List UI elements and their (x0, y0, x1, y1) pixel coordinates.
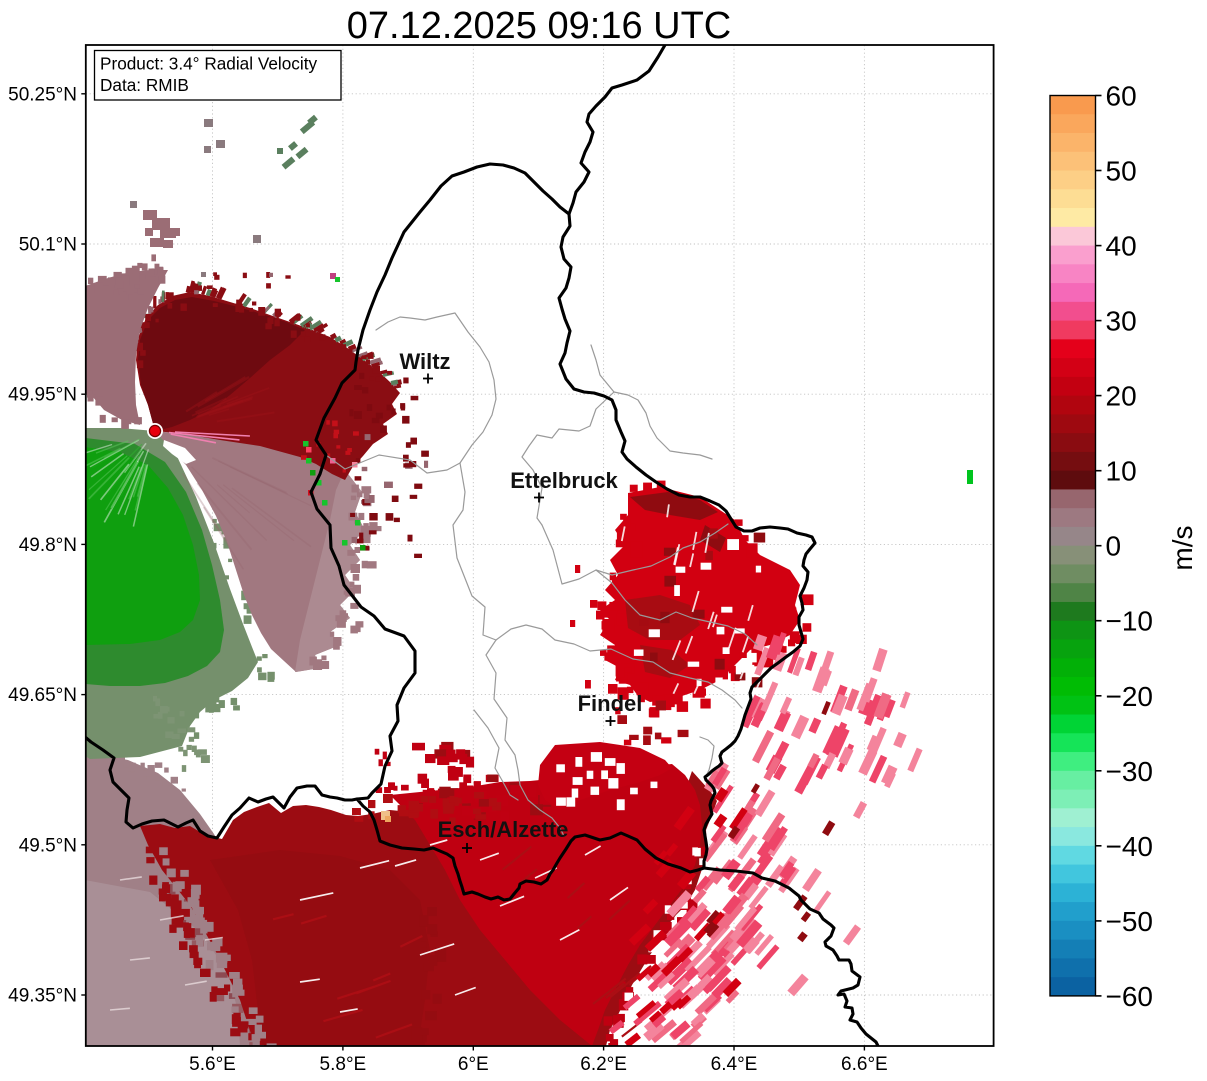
svg-text:Findel: Findel (578, 691, 643, 716)
svg-text:5.6°E: 5.6°E (189, 1054, 236, 1075)
svg-text:50: 50 (1106, 156, 1137, 187)
svg-text:49.8°N: 49.8°N (19, 535, 77, 556)
svg-text:10: 10 (1106, 456, 1137, 487)
svg-text:6.6°E: 6.6°E (841, 1054, 888, 1075)
svg-text:−20: −20 (1106, 681, 1154, 712)
svg-text:Wiltz: Wiltz (399, 349, 450, 374)
svg-text:−30: −30 (1106, 756, 1154, 787)
svg-text:5.8°E: 5.8°E (320, 1054, 367, 1075)
svg-text:−50: −50 (1106, 906, 1154, 937)
svg-text:6°E: 6°E (458, 1054, 489, 1075)
svg-text:Product: 3.4° Radial Velocity: Product: 3.4° Radial Velocity (100, 54, 317, 74)
svg-text:0: 0 (1106, 531, 1122, 562)
svg-text:m/s: m/s (1167, 525, 1198, 570)
svg-text:50.25°N: 50.25°N (8, 84, 77, 105)
svg-text:20: 20 (1106, 381, 1137, 412)
svg-text:Esch/Alzette: Esch/Alzette (438, 817, 569, 842)
svg-text:−60: −60 (1106, 981, 1154, 1012)
svg-text:60: 60 (1106, 81, 1137, 112)
svg-text:50.1°N: 50.1°N (19, 235, 77, 256)
svg-text:07.12.2025 09:16 UTC: 07.12.2025 09:16 UTC (347, 5, 732, 47)
svg-text:49.95°N: 49.95°N (8, 385, 77, 406)
svg-text:49.35°N: 49.35°N (8, 986, 77, 1007)
svg-text:−10: −10 (1106, 606, 1154, 637)
svg-text:49.5°N: 49.5°N (19, 835, 77, 856)
svg-text:40: 40 (1106, 231, 1137, 262)
svg-text:−40: −40 (1106, 831, 1154, 862)
svg-text:49.65°N: 49.65°N (8, 685, 77, 706)
svg-text:6.2°E: 6.2°E (580, 1054, 627, 1075)
svg-text:Ettelbruck: Ettelbruck (510, 468, 618, 493)
svg-text:30: 30 (1106, 306, 1137, 337)
svg-text:Data: RMIB: Data: RMIB (100, 75, 189, 95)
svg-text:6.4°E: 6.4°E (711, 1054, 758, 1075)
